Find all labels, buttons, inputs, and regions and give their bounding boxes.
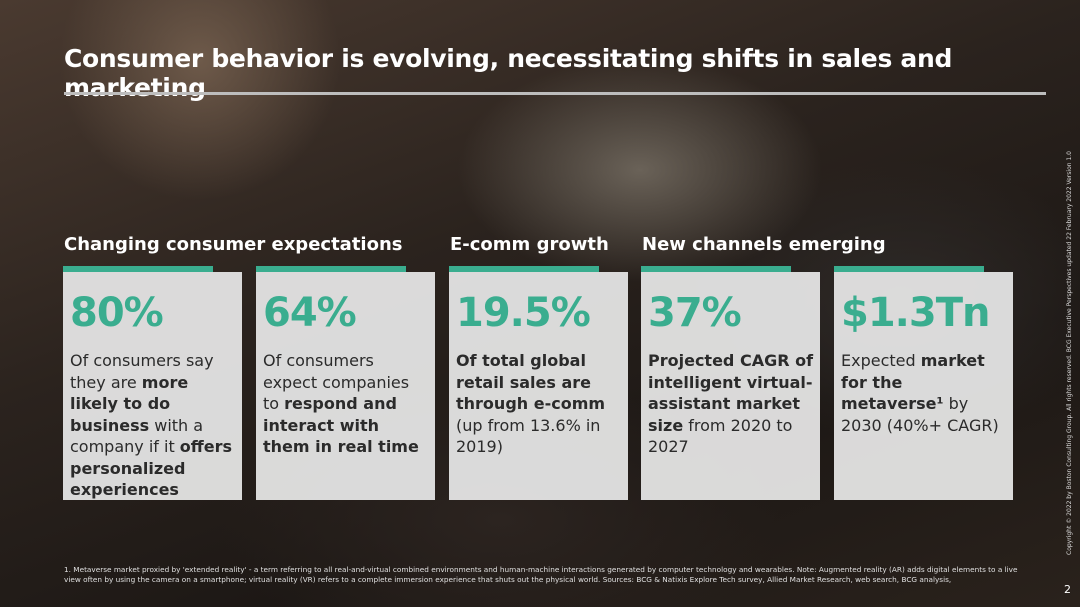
accent-bar (834, 266, 984, 272)
accent-bar (641, 266, 791, 272)
description-segment: Of total global retail sales are through… (456, 351, 606, 413)
stat-value: 37% (648, 290, 742, 336)
description-segment: respond and interact with them in real t… (263, 394, 419, 456)
stat-value: 64% (263, 290, 357, 336)
description-segment: Expected (841, 351, 921, 370)
stat-description: Projected CAGR of intelligent virtual-as… (648, 350, 814, 458)
footnote: 1. Metaverse market proxied by 'extended… (64, 565, 1018, 584)
stat-description: Expected market for the metaverse¹ by 20… (841, 350, 1007, 436)
description-segment: Of consumers expect companies to (263, 351, 410, 413)
accent-bar (256, 266, 406, 272)
description-segment: by 2030 (40%+ CAGR) (841, 394, 999, 435)
stat-value: 80% (70, 290, 164, 336)
stat-card: 64% Of consumers expect companies to resp… (256, 272, 435, 500)
accent-bar (449, 266, 599, 272)
stat-card: 80% Of consumers say they are more likely… (63, 272, 242, 500)
accent-bar (63, 266, 213, 272)
description-segment: more likely to do business (70, 372, 189, 435)
stat-description: Of consumers say they are more likely to… (70, 350, 236, 501)
stat-value: $1.3Tn (841, 290, 990, 336)
stat-card: 19.5% Of total global retail sales are th… (449, 272, 628, 500)
title-divider (64, 92, 1046, 95)
stat-description: Of total global retail sales are through… (456, 350, 622, 458)
stat-description: Of consumers expect companies to respond… (263, 350, 429, 458)
stat-card: 37% Projected CAGR of intelligent virtual… (641, 272, 820, 500)
stat-value: 19.5% (456, 290, 591, 336)
copyright-notice: Copyright © 2022 by Boston Consulting Gr… (1066, 151, 1073, 555)
description-segment: from 2020 to 2027 (648, 415, 793, 457)
stat-card: $1.3Tn Expected market for the metaverse¹… (834, 272, 1013, 500)
section-heading-ecomm-growth: E-comm growth (450, 234, 609, 255)
section-heading-new-channels: New channels emerging (642, 234, 886, 255)
slide-title: Consumer behavior is evolving, necessita… (64, 44, 953, 102)
description-segment: Projected CAGR of intelligent virtual-as… (648, 351, 814, 435)
description-segment: Of consumers say they are (70, 351, 214, 392)
description-segment: (up from 13.6% in 2019) (456, 415, 601, 457)
description-segment: offers personalized experiences (70, 437, 233, 499)
section-heading-consumer-expectations: Changing consumer expectations (64, 234, 403, 255)
description-segment: market for the metaverse¹ (841, 351, 985, 413)
description-segment: with a company if it (70, 415, 204, 457)
page-number: 2 (1064, 583, 1071, 596)
